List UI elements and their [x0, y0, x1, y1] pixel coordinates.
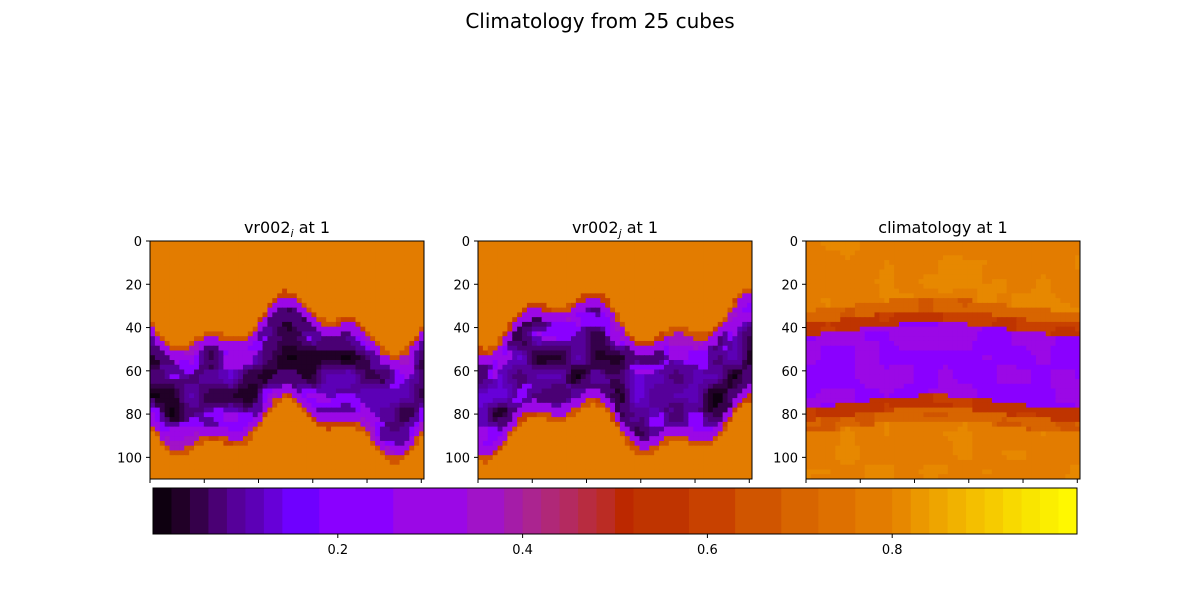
- colorbar-level: [263, 488, 283, 534]
- heatmap-field: [150, 241, 424, 479]
- panel-frame: [477, 240, 753, 480]
- y-tick-label: 60: [781, 365, 798, 380]
- colorbar-level: [282, 488, 320, 534]
- colorbar-level: [615, 488, 634, 534]
- colorbar-level: [855, 488, 893, 534]
- heatmap-field: [478, 241, 752, 479]
- panel-title: climatology at 1: [878, 218, 1007, 237]
- colorbar-level: [226, 488, 246, 534]
- colorbar-tick-label: 0.2: [327, 543, 348, 558]
- colorbar-level: [892, 488, 912, 534]
- y-tick-label: 60: [453, 365, 470, 380]
- colorbar-level: [578, 488, 598, 534]
- colorbar-level: [947, 488, 967, 534]
- y-tick-label: 0: [462, 235, 470, 250]
- colorbar-level: [984, 488, 1004, 534]
- colorbar-level: [467, 488, 505, 534]
- y-tick-label: 20: [453, 278, 470, 293]
- panel-title-subscript: j: [617, 227, 623, 240]
- colorbar-level: [596, 488, 616, 534]
- panel-frame: [805, 240, 1081, 480]
- y-tick-label: 100: [117, 451, 142, 466]
- y-tick-label: 0: [790, 235, 798, 250]
- heatmap-panel-2: vr002j at 1 0 20 40 60 80 100: [445, 218, 753, 483]
- colorbar-level: [633, 488, 690, 534]
- colorbar-level: [319, 488, 394, 534]
- colorbar-level: [818, 488, 856, 534]
- y-tick-label: 80: [453, 408, 470, 423]
- colorbar-level: [1021, 488, 1041, 534]
- heatmap-panel-1: vr002i at 1 0 20 40 60 80 100: [117, 218, 425, 483]
- panel-title-main: vr002: [244, 218, 291, 237]
- panel-title-subscript: i: [291, 227, 294, 240]
- colorbar-level: [1040, 488, 1060, 534]
- panel-title-suffix: at 1: [622, 218, 658, 237]
- y-tick-label: 40: [781, 322, 798, 337]
- colorbar-level: [1003, 488, 1023, 534]
- colorbar-level: [245, 488, 265, 534]
- colorbar-tick-label: 0.6: [697, 543, 718, 558]
- panel-title: vr002i at 1: [244, 218, 330, 240]
- colorbar-level: [504, 488, 524, 534]
- y-tick-label: 80: [125, 408, 142, 423]
- colorbar: 0.2 0.4 0.6 0.8: [140, 484, 1090, 558]
- y-tick-label: 100: [773, 451, 798, 466]
- y-tick-label: 100: [445, 451, 470, 466]
- colorbar-frame: [152, 487, 1078, 535]
- colorbar-level: [208, 488, 228, 534]
- colorbar-level: [735, 488, 782, 534]
- colorbar-level: [1058, 488, 1078, 534]
- heatmap-field: [806, 241, 1080, 479]
- colorbar-level: [929, 488, 949, 534]
- colorbar-level: [966, 488, 986, 534]
- y-tick-label: 80: [781, 408, 798, 423]
- colorbar-level: [688, 488, 736, 534]
- figure-title: Climatology from 25 cubes: [465, 9, 734, 33]
- colorbar-level: [559, 488, 579, 534]
- y-tick-label: 20: [125, 278, 142, 293]
- panel-frame: [149, 240, 425, 480]
- colorbar-level: [781, 488, 819, 534]
- y-tick-label: 0: [134, 235, 142, 250]
- colorbar-level: [910, 488, 930, 534]
- y-tick-label: 60: [125, 365, 142, 380]
- colorbar-level: [393, 488, 468, 534]
- panel-title-suffix: at 1: [294, 218, 330, 237]
- colorbar-tick-label: 0.8: [882, 543, 903, 558]
- y-tick-label: 20: [781, 278, 798, 293]
- y-tick-label: 40: [453, 322, 470, 337]
- panel-title-main: climatology at 1: [878, 218, 1007, 237]
- colorbar-level: [522, 488, 542, 534]
- colorbar-level: [189, 488, 209, 534]
- panel-title-main: vr002: [572, 218, 619, 237]
- heatmap-panel-3: climatology at 1 0 20 40 60 80 100: [773, 218, 1081, 483]
- colorbar-level: [541, 488, 561, 534]
- y-tick-label: 40: [125, 322, 142, 337]
- colorbar-level: [153, 488, 172, 534]
- panel-title: vr002j at 1: [572, 218, 658, 240]
- colorbar-tick-label: 0.4: [512, 543, 533, 558]
- colorbar-level: [171, 488, 191, 534]
